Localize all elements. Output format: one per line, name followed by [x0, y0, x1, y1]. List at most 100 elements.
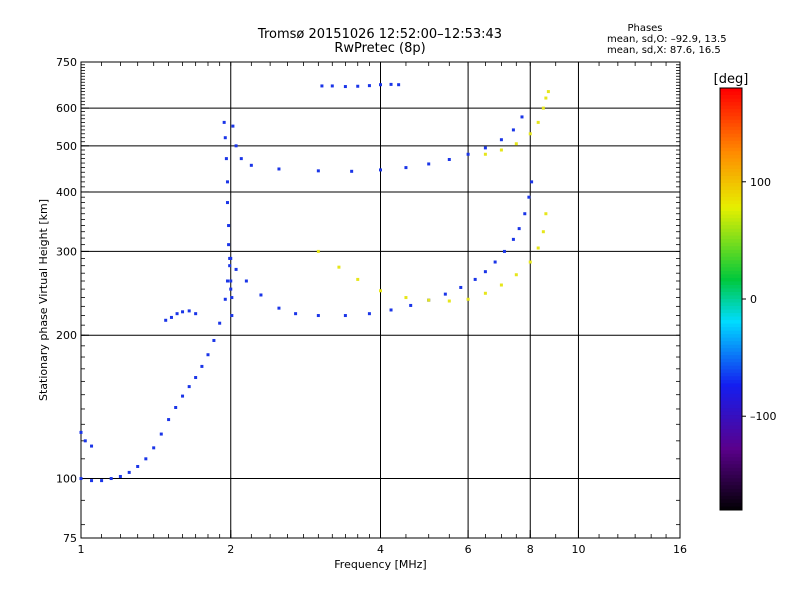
data-point [514, 142, 518, 146]
colorbar-band [720, 151, 742, 156]
colorbar-band [720, 189, 742, 194]
colorbar-band [720, 284, 742, 289]
data-point [90, 479, 94, 483]
y-tick-label: 100 [56, 473, 77, 486]
colorbar-band [720, 147, 742, 152]
series-f2-o-trace [231, 115, 524, 173]
colorbar-band [720, 249, 742, 254]
colorbar-band [720, 495, 742, 500]
data-point [397, 83, 401, 87]
data-point [316, 314, 320, 318]
colorbar-band [720, 144, 742, 149]
colorbar-band [720, 211, 742, 216]
colorbar-band [720, 372, 742, 377]
data-point [528, 132, 532, 136]
colorbar-band [720, 133, 742, 138]
colorbar-band [720, 397, 742, 402]
data-point [228, 264, 232, 268]
data-point [181, 310, 185, 314]
colorbar-band [720, 253, 742, 258]
data-point [520, 115, 524, 119]
colorbar-band [720, 499, 742, 504]
colorbar-band [720, 506, 742, 511]
data-point [169, 315, 173, 319]
colorbar-band [720, 228, 742, 233]
colorbar-band [720, 260, 742, 265]
data-point [523, 212, 527, 216]
colorbar-band [720, 446, 742, 451]
colorbar-band [720, 235, 742, 240]
colorbar-band [720, 274, 742, 279]
data-point [541, 230, 545, 234]
data-point [239, 157, 243, 161]
data-point [223, 136, 227, 140]
colorbar-band [720, 140, 742, 145]
colorbar-band [720, 355, 742, 360]
data-point [546, 90, 550, 94]
colorbar-band [720, 158, 742, 163]
colorbar-band [720, 313, 742, 318]
data-point [367, 312, 371, 316]
data-point [541, 106, 545, 110]
colorbar-band [720, 383, 742, 388]
phase-colorbar: [deg] 100 0 –100 [714, 72, 777, 511]
data-point [404, 296, 408, 300]
colorbar-band [720, 390, 742, 395]
colorbar-band [720, 277, 742, 282]
data-point [181, 394, 185, 398]
x-tick-label: 8 [527, 543, 534, 556]
colorbar-band [720, 432, 742, 437]
colorbar-tick-label: –100 [750, 410, 777, 423]
data-point [259, 293, 263, 297]
data-point [343, 314, 347, 318]
x-tick-label: 6 [465, 543, 472, 556]
colorbar-band [720, 386, 742, 391]
colorbar-band [720, 123, 742, 128]
data-point [367, 84, 371, 88]
colorbar-band [720, 436, 742, 441]
colorbar-band [720, 439, 742, 444]
colorbar-band [720, 105, 742, 110]
colorbar-band [720, 95, 742, 100]
data-point [159, 432, 163, 436]
colorbar-band [720, 214, 742, 219]
data-point [136, 464, 140, 468]
phases-x-line: mean, sd,X: 87.6, 16.5 [607, 45, 721, 56]
data-point [174, 406, 178, 410]
colorbar-band [720, 197, 742, 202]
y-tick-label: 600 [56, 102, 77, 115]
data-point [229, 256, 233, 260]
data-point [499, 148, 503, 152]
data-point [225, 201, 229, 205]
colorbar-band [720, 453, 742, 458]
colorbar-band [720, 344, 742, 349]
colorbar-band [720, 467, 742, 472]
data-point [164, 318, 168, 322]
data-point [459, 285, 463, 289]
data-point [409, 303, 413, 307]
colorbar-band [720, 429, 742, 434]
data-point [230, 314, 234, 318]
colorbar-band [720, 474, 742, 479]
data-point [499, 138, 503, 142]
data-point [316, 169, 320, 173]
x-tick-label: 1 [78, 543, 85, 556]
colorbar-band [720, 404, 742, 409]
colorbar-band [720, 218, 742, 223]
colorbar-band [720, 172, 742, 177]
colorbar-band [720, 246, 742, 251]
data-point [447, 299, 451, 303]
colorbar-band [720, 418, 742, 423]
data-point [127, 470, 131, 474]
data-point [404, 166, 408, 170]
colorbar-band [720, 161, 742, 166]
colorbar-band [720, 341, 742, 346]
data-point [536, 246, 540, 250]
data-point [379, 289, 382, 293]
data-point [229, 287, 233, 291]
colorbar-band [720, 91, 742, 96]
data-point [194, 312, 198, 316]
data-point [517, 227, 521, 231]
series-e-region-o [79, 256, 232, 483]
colorbar-band [720, 200, 742, 205]
